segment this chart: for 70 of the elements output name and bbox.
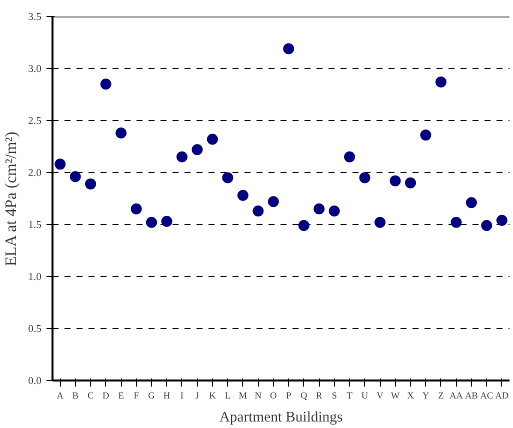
point <box>130 203 142 214</box>
y-tick-label: 1.5 <box>28 220 42 231</box>
y-tick-label: 3.5 <box>28 12 42 23</box>
x-tick-label: Y <box>422 392 430 402</box>
x-tick-label: W <box>390 392 400 402</box>
y-tick-label: 2.0 <box>28 168 42 179</box>
point <box>252 205 264 216</box>
point <box>359 172 370 184</box>
x-tick-label: AD <box>495 392 509 402</box>
point <box>100 78 112 90</box>
point <box>404 177 416 188</box>
point <box>54 158 66 170</box>
x-tick-label: O <box>270 392 278 402</box>
x-axis-title: Apartment Buildings <box>219 410 343 426</box>
x-tick-label: F <box>134 392 139 402</box>
point <box>237 190 248 201</box>
x-tick-label: S <box>332 392 337 402</box>
point <box>161 216 172 227</box>
point <box>283 43 294 54</box>
x-tick-label: AC <box>480 392 494 402</box>
x-tick-label: AA <box>449 392 464 402</box>
point <box>268 196 279 208</box>
point <box>85 178 96 190</box>
x-tick-label: V <box>376 392 384 402</box>
point <box>435 76 446 88</box>
x-tick-label: I <box>180 392 184 402</box>
x-tick-label: R <box>316 392 323 402</box>
x-tick-label: J <box>195 392 200 402</box>
point <box>496 214 508 226</box>
x-tick-label: D <box>102 392 110 402</box>
x-tick-label: L <box>224 392 231 402</box>
point <box>314 203 325 214</box>
x-tick-label: G <box>148 392 156 402</box>
x-tick-label: E <box>118 392 124 402</box>
point <box>206 134 218 145</box>
y-tick-label: 2.5 <box>28 116 42 127</box>
y-tick-label: 0.5 <box>28 324 42 335</box>
point <box>298 220 310 232</box>
x-tick-label: K <box>209 392 216 402</box>
y-tick-label: 1.0 <box>28 272 42 283</box>
point <box>176 151 188 162</box>
point <box>420 130 432 141</box>
x-tick-label: T <box>346 392 353 402</box>
x-tick-label: X <box>407 392 414 402</box>
x-tick-label: C <box>87 392 94 402</box>
point <box>344 151 356 162</box>
x-tick-label: U <box>361 392 368 402</box>
x-tick-label: H <box>163 392 170 402</box>
point <box>146 216 158 228</box>
point <box>192 144 203 156</box>
x-tick-label: M <box>238 392 248 402</box>
x-tick-label: Z <box>438 392 444 402</box>
point <box>450 216 462 228</box>
point <box>116 127 127 138</box>
x-tick-label: AB <box>464 392 478 402</box>
x-tick-label: B <box>72 392 78 402</box>
y-tick-label: 0.0 <box>28 376 42 387</box>
y-tick-label: 3.0 <box>28 64 42 75</box>
point <box>390 175 401 186</box>
point <box>70 171 81 182</box>
point <box>466 197 477 208</box>
x-tick-label: Q <box>300 392 308 402</box>
point <box>222 172 234 184</box>
point <box>481 220 492 232</box>
x-tick-label: A <box>56 392 64 402</box>
y-axis-title: ELA at 4Pa (cm²/m²) <box>3 132 20 266</box>
x-tick-label: P <box>286 392 292 402</box>
point <box>374 216 386 228</box>
x-tick-label: N <box>254 392 262 402</box>
point <box>328 205 340 216</box>
